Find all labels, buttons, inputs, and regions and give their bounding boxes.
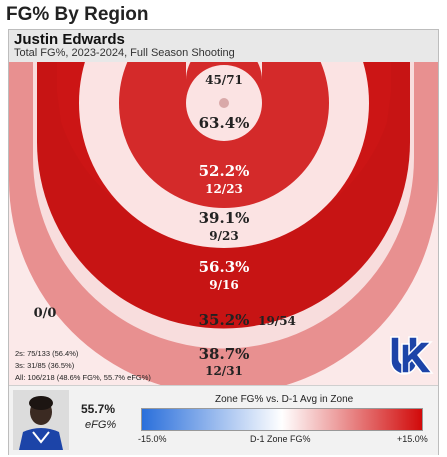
zone-short-made-att: 12/23 (205, 182, 243, 196)
efg-label: eFG% (85, 419, 117, 431)
team-logo (390, 336, 434, 375)
efg-value: 55.7% (81, 402, 116, 416)
zone-corner-fg: 0/0 (34, 306, 57, 321)
legend-title: Zone FG% vs. D-1 Avg in Zone (215, 394, 354, 405)
zone-deep-three-fg: 38.7% (199, 345, 250, 363)
court-heatmap: 45/71 63.4% 52.2% 12/23 39.1% 9/23 56.3%… (9, 62, 438, 385)
card-footer: 55.7% eFG% Zone FG% vs. D-1 Avg in Zone … (9, 385, 438, 455)
zone-three-fg: 35.2% (199, 311, 250, 329)
zone-three-made-att: 19/54 (258, 314, 296, 328)
legend-mid-label: D-1 Zone FG% (250, 434, 311, 444)
zone-top-made-att: 45/71 (205, 73, 243, 87)
page-title: FG% By Region (6, 4, 149, 25)
zone-mid-made-att: 9/23 (209, 229, 238, 243)
player-name: Justin Edwards (14, 31, 125, 48)
legend-min-label: -15.0% (138, 434, 167, 444)
totals-twos: 2s: 75/133 (56.4%) (15, 349, 79, 358)
zone-long-two-made-att: 9/16 (209, 278, 238, 292)
legend-color-bar (141, 408, 423, 431)
zone-mid-fg: 39.1% (199, 209, 250, 227)
shot-chart-card: Justin Edwards Total FG%, 2023-2024, Ful… (8, 29, 439, 455)
zone-long-two-fg: 56.3% (199, 258, 250, 276)
zone-rim-fg: 63.4% (199, 114, 250, 132)
player-photo (13, 390, 69, 450)
totals-threes: 3s: 31/85 (36.5%) (15, 361, 75, 370)
chart-subtitle: Total FG%, 2023-2024, Full Season Shooti… (14, 47, 235, 59)
legend-max-label: +15.0% (397, 434, 428, 444)
zone-short-fg: 52.2% (199, 162, 250, 180)
card-header: Justin Edwards Total FG%, 2023-2024, Ful… (9, 30, 438, 63)
totals-all: All: 106/218 (48.6% FG%, 55.7% eFG%) (15, 373, 151, 382)
zone-deep-three-made-att: 12/31 (205, 364, 243, 378)
basket-icon (219, 98, 229, 108)
